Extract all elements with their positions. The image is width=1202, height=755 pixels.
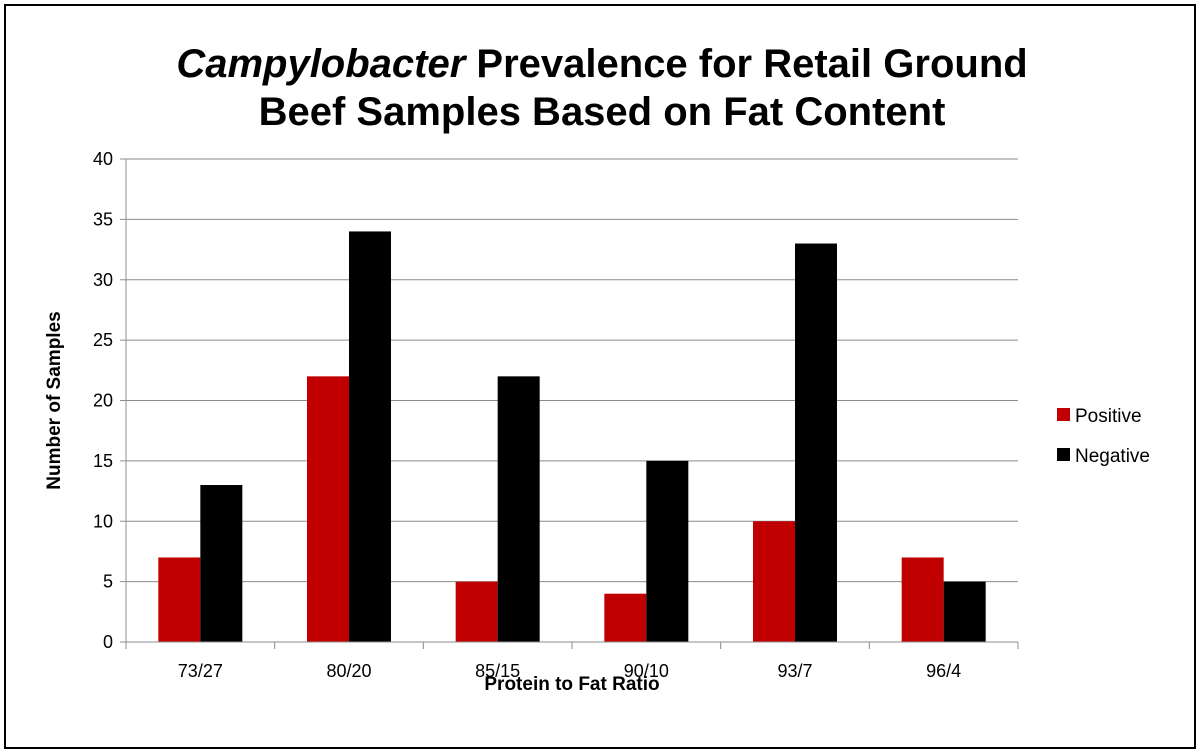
bar-positive-93-7: [753, 521, 795, 642]
bar-negative-80-20: [349, 231, 391, 642]
y-tick-label: 15: [93, 451, 113, 471]
x-tick-label: 96/4: [926, 661, 961, 681]
chart-title-line1-rest: Prevalence for Retail Ground: [465, 42, 1028, 86]
chart-plot: 0 5 10 15 20 25 30 35 40 73/27 80/20 85/15 90/10 93/7…: [44, 149, 1150, 695]
x-tick-label: 85/15: [475, 661, 520, 681]
x-tick-label: 80/20: [326, 661, 371, 681]
bar-positive-80-20: [307, 376, 349, 642]
bar-positive-96-4: [901, 557, 944, 642]
chart-title-line2: Beef Samples Based on Fat Content: [258, 90, 946, 134]
y-tick-label: 35: [93, 209, 113, 229]
x-tick-label: 73/27: [178, 661, 223, 681]
bar-negative-90-10: [646, 460, 689, 642]
x-tick-label: 93/7: [777, 661, 812, 681]
y-tick-label: 0: [103, 632, 113, 652]
legend-swatch-negative: [1057, 448, 1070, 461]
legend: Positive Negative: [1057, 406, 1150, 467]
gridlines: [126, 158, 1018, 583]
bar-positive-73-27: [158, 557, 201, 642]
bar-positive-90-10: [604, 593, 647, 642]
y-tick-label: 20: [93, 391, 113, 411]
legend-label-negative: Negative: [1075, 446, 1150, 467]
legend-label-positive: Positive: [1075, 406, 1142, 427]
axes: 0 5 10 15 20 25 30 35 40 73/27 80/20 85/15 90/10 93/7…: [93, 149, 1019, 681]
chart-title: Campylobacter Prevalence for Retail Grou…: [6, 40, 1198, 136]
y-tick-label: 40: [93, 149, 113, 169]
chart-title-italic: Campylobacter: [176, 42, 466, 86]
bar-negative-93-7: [795, 243, 837, 642]
x-tick-label: 90/10: [624, 661, 669, 681]
y-axis-title: Number of Samples: [44, 311, 65, 489]
y-tick-label: 10: [93, 511, 113, 531]
y-tick-label: 25: [93, 330, 113, 350]
bar-negative-85-15: [497, 376, 540, 642]
chart-frame: Campylobacter Prevalence for Retail Grou…: [4, 4, 1196, 749]
bar-positive-85-15: [455, 581, 498, 642]
bar-negative-96-4: [943, 581, 986, 642]
y-tick-label: 30: [93, 270, 113, 290]
legend-swatch-positive: [1057, 408, 1070, 421]
bar-negative-73-27: [200, 485, 243, 642]
y-tick-label: 5: [103, 572, 113, 592]
bars: [158, 231, 986, 642]
x-axis-title: Protein to Fat Ratio: [484, 674, 659, 695]
